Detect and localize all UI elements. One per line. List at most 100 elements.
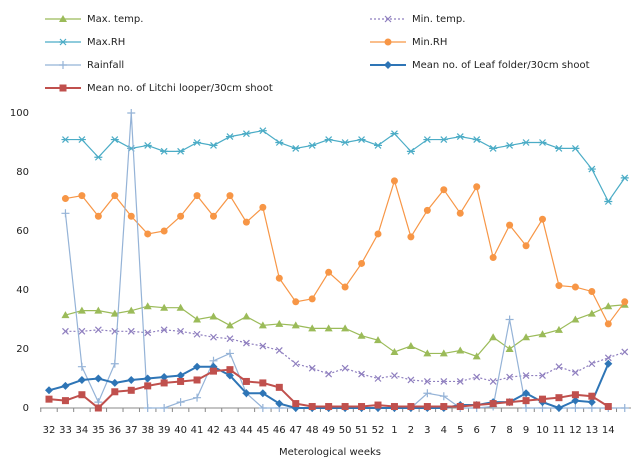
marker	[258, 404, 267, 412]
marker	[225, 371, 234, 380]
marker	[358, 370, 365, 378]
marker	[275, 274, 283, 282]
marker	[588, 392, 596, 400]
marker	[193, 362, 202, 371]
marker	[78, 192, 86, 200]
marker	[439, 349, 448, 357]
marker	[325, 268, 333, 276]
marker	[555, 363, 563, 371]
legend-item: Mean no. of Litchi looper/30cm shoot	[45, 83, 273, 94]
marker	[275, 319, 284, 327]
marker	[210, 367, 217, 375]
marker	[341, 364, 349, 372]
marker	[620, 404, 629, 412]
marker	[242, 339, 250, 347]
marker	[571, 404, 580, 412]
marker	[258, 389, 267, 398]
series	[61, 109, 629, 412]
marker	[358, 259, 366, 267]
marker	[522, 389, 531, 398]
marker	[110, 136, 119, 143]
marker	[226, 192, 234, 200]
marker	[472, 136, 481, 143]
x-tick-label: 45	[256, 425, 269, 436]
marker	[587, 309, 596, 317]
marker	[242, 130, 251, 138]
marker	[506, 398, 514, 406]
marker	[604, 359, 613, 368]
legend-label: Mean no. of Litchi looper/30cm shoot	[87, 83, 273, 94]
marker	[522, 242, 530, 250]
x-tick-label: 13	[585, 425, 598, 436]
marker	[308, 403, 316, 411]
marker	[59, 38, 67, 46]
marker	[358, 403, 366, 411]
marker	[193, 192, 201, 200]
x-tick-label: 36	[108, 425, 121, 436]
x-tick-label: 48	[306, 425, 319, 436]
marker	[571, 369, 579, 377]
marker	[143, 374, 152, 383]
x-tick-label: 6	[474, 425, 480, 436]
marker	[143, 142, 152, 149]
marker	[506, 373, 514, 381]
marker	[77, 136, 86, 143]
marker	[324, 324, 333, 332]
marker	[341, 283, 349, 291]
x-tick-label: 34	[76, 425, 89, 436]
x-tick-label: 3	[424, 425, 430, 436]
legend-label: Min.RH	[412, 37, 447, 48]
marker	[127, 327, 135, 335]
marker	[406, 342, 415, 350]
marker	[456, 133, 465, 141]
marker	[78, 327, 86, 335]
marker	[390, 403, 398, 411]
marker	[45, 395, 53, 403]
marker	[160, 147, 169, 155]
marker	[439, 392, 448, 401]
x-tick-label: 40	[174, 425, 187, 436]
marker	[258, 321, 267, 329]
marker	[111, 192, 119, 200]
marker	[61, 311, 70, 319]
x-tick-label: 5	[457, 425, 463, 436]
marker	[45, 386, 53, 395]
legend-item: Rainfall	[45, 60, 124, 71]
marker	[77, 362, 86, 371]
marker	[209, 142, 218, 149]
marker	[374, 375, 382, 382]
marker	[554, 144, 563, 152]
x-tick-label: 44	[240, 425, 253, 436]
marker	[210, 212, 217, 220]
marker	[193, 330, 201, 338]
marker	[384, 15, 392, 23]
marker	[489, 333, 498, 341]
y-tick-label: 40	[16, 285, 29, 296]
x-axis-title: Meterological weeks	[279, 447, 381, 458]
marker	[292, 298, 300, 306]
marker	[621, 348, 629, 356]
marker	[621, 298, 629, 306]
marker	[489, 254, 497, 262]
marker	[259, 379, 267, 387]
series-line	[64, 112, 625, 409]
marker	[538, 139, 547, 146]
marker	[177, 377, 185, 385]
marker	[177, 212, 185, 220]
marker	[160, 379, 168, 387]
marker	[473, 401, 481, 409]
x-tick-label: 14	[602, 425, 615, 436]
y-tick-label: 60	[16, 226, 29, 237]
marker	[325, 370, 333, 378]
marker	[357, 136, 366, 143]
marker	[357, 331, 366, 339]
x-tick-label: 37	[125, 425, 138, 436]
marker	[160, 227, 168, 235]
marker	[522, 404, 531, 412]
marker	[489, 400, 497, 408]
y-tick-label: 20	[16, 344, 29, 355]
marker	[59, 84, 67, 92]
marker	[604, 198, 613, 205]
x-tick-label: 42	[207, 425, 220, 436]
marker	[522, 397, 530, 405]
